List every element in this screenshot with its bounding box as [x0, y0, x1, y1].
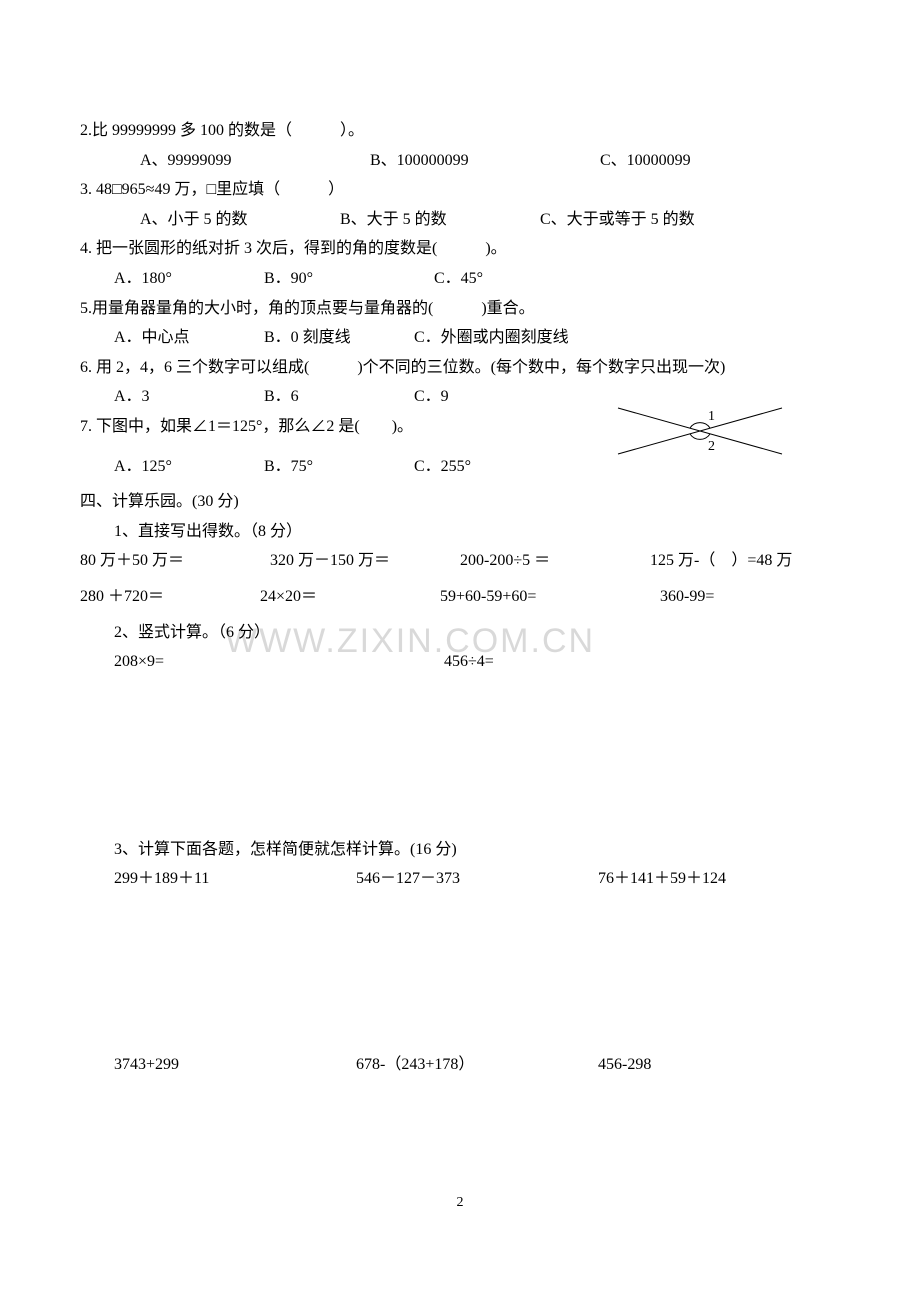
q7-opt-b: B．75° [264, 454, 414, 480]
q5-opt-a: A．中心点 [114, 325, 264, 351]
q7-opt-c: C．255° [414, 454, 471, 480]
q6-opt-c: C．9 [414, 384, 449, 410]
q7-options: A．125° B．75° C．255° [80, 454, 610, 480]
section4-sub1: 1、直接写出得数。（8 分） [80, 519, 840, 545]
q2-opt-b: B、100000099 [370, 148, 600, 174]
q4-opt-a: A．180° [114, 266, 264, 292]
vert-c1: 208×9= [114, 649, 444, 675]
calc-r2-c4: 360-99= [620, 584, 840, 610]
q2-options: A、99999099 B、100000099 C、10000099 [80, 148, 840, 174]
q3-options: A、小于 5 的数 B、大于 5 的数 C、大于或等于 5 的数 [80, 207, 840, 233]
calc-row-2: 280 ＋720＝ 24×20＝ 59+60-59+60= 360-99= [80, 584, 840, 610]
q3-opt-a: A、小于 5 的数 [140, 207, 340, 233]
q7-text: 7. 下图中，如果∠1＝125°，那么∠2 是( )。 [80, 414, 610, 440]
simp-a2: 546－127－373 [356, 866, 598, 892]
page-number: 2 [0, 1192, 920, 1214]
vert-c2: 456÷4= [444, 649, 494, 675]
q5-opt-c: C．外圈或内圈刻度线 [414, 325, 569, 351]
section4-sub2: 2、竖式计算。（6 分） [80, 620, 840, 646]
q6-opt-a: A．3 [114, 384, 264, 410]
calc-r2-c1: 280 ＋720＝ [80, 584, 260, 610]
section4-sub3: 3、计算下面各题，怎样简便就怎样计算。(16 分) [80, 837, 840, 863]
q2-opt-a: A、99999099 [140, 148, 370, 174]
calc-r2-c2: 24×20＝ [260, 584, 440, 610]
angle-label-1: 1 [708, 406, 715, 428]
simp-b3: 456-298 [598, 1052, 840, 1078]
simp-row-a: 299＋189＋11 546－127－373 76＋141＋59＋124 [80, 866, 840, 892]
calc-r1-c4: 125 万-（ ）=48 万 [650, 548, 840, 574]
q3-text: 3. 48□965≈49 万，□里应填（ ） [80, 177, 840, 203]
section-4: 四、计算乐园。(30 分) 1、直接写出得数。（8 分） 80 万＋50 万＝ … [80, 489, 840, 1077]
q4-opt-c: C．45° [434, 266, 483, 292]
simp-b1: 3743+299 [114, 1052, 356, 1078]
calc-r2-c3: 59+60-59+60= [440, 584, 620, 610]
q2-opt-c: C、10000099 [600, 148, 830, 174]
calc-r1-c3: 200-200÷5 ＝ [460, 548, 650, 574]
simp-b2: 678-（243+178） [356, 1052, 598, 1078]
angle-diagram-icon [610, 396, 790, 466]
simp-a1: 299＋189＋11 [114, 866, 356, 892]
q7-opt-a: A．125° [114, 454, 264, 480]
q5-opt-b: B．0 刻度线 [264, 325, 414, 351]
page-content: 2.比 99999999 多 100 的数是（ ）。 A、99999099 B、… [80, 118, 840, 1077]
simp-a3: 76＋141＋59＋124 [598, 866, 840, 892]
q6-text: 6. 用 2，4，6 三个数字可以组成( )个不同的三位数。(每个数中，每个数字… [80, 355, 840, 381]
q3-opt-b: B、大于 5 的数 [340, 207, 540, 233]
calc-r1-c2: 320 万－150 万＝ [270, 548, 460, 574]
calc-row-1: 80 万＋50 万＝ 320 万－150 万＝ 200-200÷5 ＝ 125 … [80, 548, 840, 574]
q5-options: A．中心点 B．0 刻度线 C．外圈或内圈刻度线 [80, 325, 840, 351]
q3-opt-c: C、大于或等于 5 的数 [540, 207, 780, 233]
calc-r1-c1: 80 万＋50 万＝ [80, 548, 270, 574]
simp-row-b: 3743+299 678-（243+178） 456-298 [80, 1052, 840, 1078]
q6-opt-b: B．6 [264, 384, 414, 410]
q4-options: A．180° B．90° C．45° [80, 266, 840, 292]
q5-text: 5.用量角器量角的大小时，角的顶点要与量角器的( )重合。 [80, 296, 840, 322]
q7-row: 7. 下图中，如果∠1＝125°，那么∠2 是( )。 A．125° B．75°… [80, 414, 840, 483]
section4-title: 四、计算乐园。(30 分) [80, 489, 840, 515]
q4-text: 4. 把一张圆形的纸对折 3 次后，得到的角的度数是( )。 [80, 236, 840, 262]
vert-row: 208×9= 456÷4= [80, 649, 840, 675]
q7-figure: 1 2 [610, 396, 790, 466]
angle-label-2: 2 [708, 436, 715, 458]
q2-text: 2.比 99999999 多 100 的数是（ ）。 [80, 118, 840, 144]
q4-opt-b: B．90° [264, 266, 434, 292]
